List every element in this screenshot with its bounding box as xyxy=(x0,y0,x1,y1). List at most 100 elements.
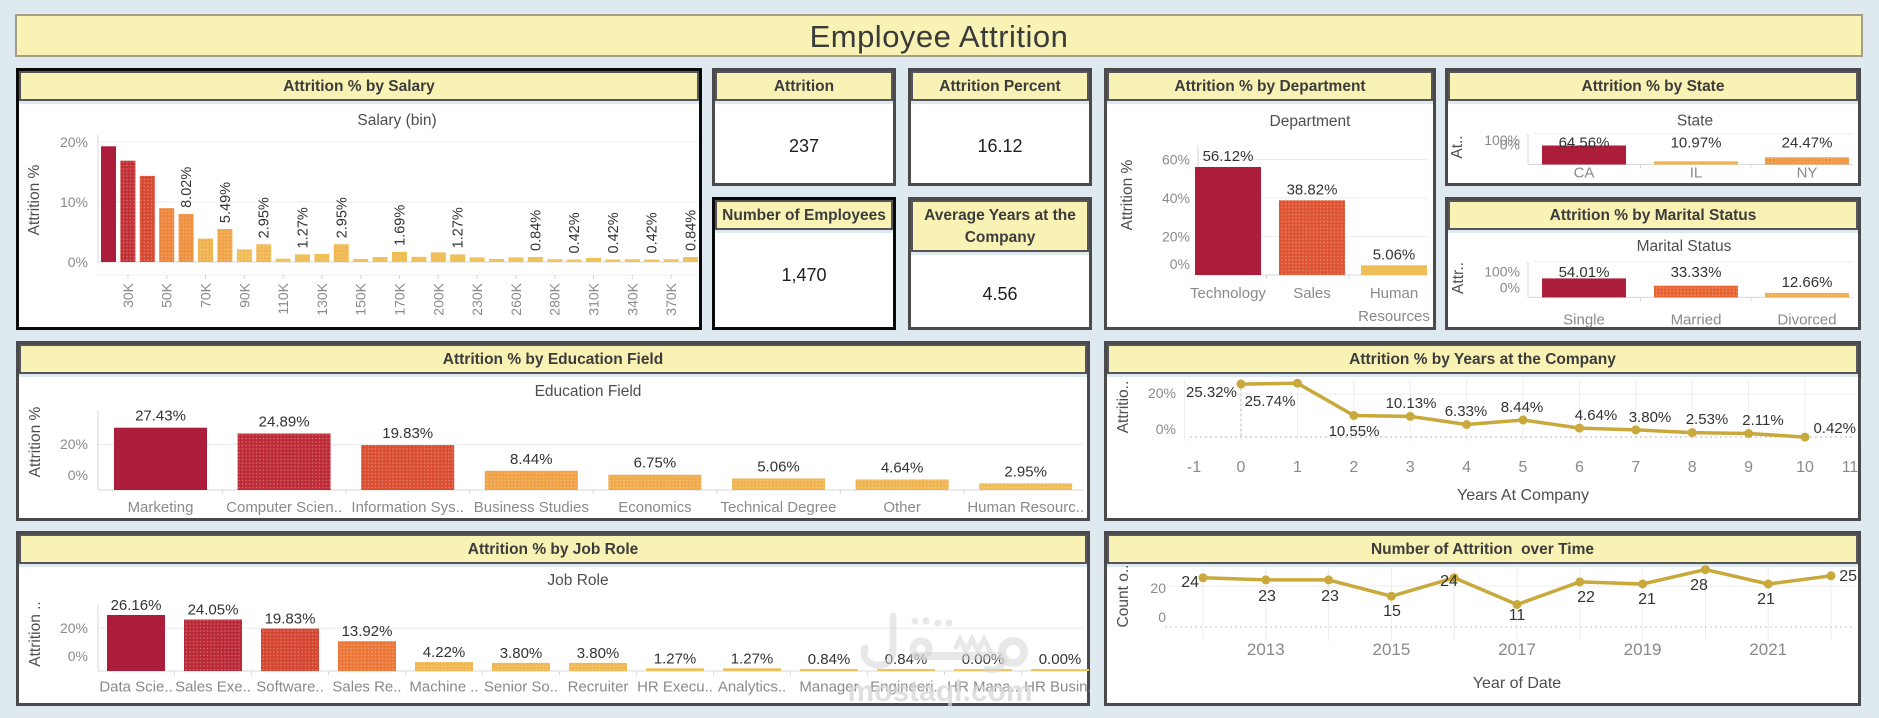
svg-text:Attr..: Attr.. xyxy=(1450,262,1467,294)
svg-text:8.44%: 8.44% xyxy=(510,451,553,468)
svg-text:21: 21 xyxy=(1638,591,1656,608)
svg-text:Economics: Economics xyxy=(618,499,691,516)
svg-text:3.80%: 3.80% xyxy=(577,645,620,662)
svg-text:Years At Company: Years At Company xyxy=(1457,487,1589,504)
svg-text:2021: 2021 xyxy=(1749,640,1787,659)
svg-text:6.33%: 6.33% xyxy=(1445,403,1488,420)
svg-text:Analytics..: Analytics.. xyxy=(718,679,786,696)
svg-text:10.97%: 10.97% xyxy=(1671,135,1722,152)
svg-text:0%: 0% xyxy=(1156,421,1176,437)
svg-text:260K: 260K xyxy=(508,282,524,315)
svg-text:Computer Scien..: Computer Scien.. xyxy=(226,499,342,516)
svg-text:At..: At.. xyxy=(1449,135,1466,158)
svg-text:Attrition %: Attrition % xyxy=(1119,159,1136,230)
svg-text:2019: 2019 xyxy=(1624,640,1662,659)
svg-text:Technical Degree: Technical Degree xyxy=(721,499,837,516)
svg-text:54.01%: 54.01% xyxy=(1559,264,1610,281)
svg-text:4.64%: 4.64% xyxy=(1575,407,1618,424)
svg-text:0.42%: 0.42% xyxy=(567,212,583,253)
svg-text:170K: 170K xyxy=(392,282,408,315)
svg-text:19.83%: 19.83% xyxy=(382,425,433,442)
svg-text:50K: 50K xyxy=(159,282,175,308)
svg-text:4: 4 xyxy=(1462,459,1471,476)
svg-text:10%: 10% xyxy=(60,194,88,210)
svg-text:1.27%: 1.27% xyxy=(654,650,697,667)
svg-text:340K: 340K xyxy=(624,282,640,315)
svg-text:2: 2 xyxy=(1349,459,1358,476)
svg-text:10: 10 xyxy=(1796,459,1814,476)
svg-text:Human Resourc..: Human Resourc.. xyxy=(967,499,1084,516)
svg-text:7: 7 xyxy=(1631,459,1640,476)
svg-text:3.80%: 3.80% xyxy=(1629,409,1672,426)
svg-text:8.44%: 8.44% xyxy=(1501,399,1544,416)
svg-text:64.56%: 64.56% xyxy=(1559,135,1610,152)
svg-text:2.95%: 2.95% xyxy=(257,197,273,238)
svg-text:370K: 370K xyxy=(663,282,679,315)
svg-text:24.05%: 24.05% xyxy=(188,602,239,619)
svg-text:Human: Human xyxy=(1370,285,1418,302)
svg-text:Technology: Technology xyxy=(1190,285,1266,302)
svg-text:60%: 60% xyxy=(1162,152,1190,168)
svg-text:4.56: 4.56 xyxy=(982,284,1017,304)
svg-text:Information Sys..: Information Sys.. xyxy=(351,499,464,516)
svg-text:15: 15 xyxy=(1383,603,1401,620)
svg-text:1: 1 xyxy=(1293,459,1302,476)
svg-text:8: 8 xyxy=(1688,459,1697,476)
svg-text:20%: 20% xyxy=(1162,229,1190,245)
svg-text:26.16%: 26.16% xyxy=(111,597,162,614)
svg-text:237: 237 xyxy=(789,136,819,156)
svg-text:22: 22 xyxy=(1577,589,1595,606)
svg-text:0.42%: 0.42% xyxy=(606,212,622,253)
svg-text:110K: 110K xyxy=(275,282,291,314)
svg-text:2.95%: 2.95% xyxy=(1004,463,1047,480)
svg-text:Department: Department xyxy=(1270,113,1352,130)
svg-text:30K: 30K xyxy=(120,282,136,308)
svg-text:38.82%: 38.82% xyxy=(1287,181,1338,198)
svg-text:200K: 200K xyxy=(430,282,446,315)
svg-text:25.74%: 25.74% xyxy=(1245,393,1296,410)
svg-text:20: 20 xyxy=(1150,580,1166,596)
svg-text:2.11%: 2.11% xyxy=(1742,412,1783,429)
svg-text:Salary (bin): Salary (bin) xyxy=(357,112,436,129)
svg-text:90K: 90K xyxy=(236,282,252,308)
svg-text:280K: 280K xyxy=(547,282,563,315)
svg-text:20%: 20% xyxy=(60,620,88,636)
svg-text:0: 0 xyxy=(1158,609,1166,625)
svg-text:Single: Single xyxy=(1563,312,1605,329)
svg-text:Business Studies: Business Studies xyxy=(474,499,589,516)
svg-text:8.02%: 8.02% xyxy=(179,167,195,208)
svg-text:Software..: Software.. xyxy=(256,679,324,696)
svg-text:Data Scie..: Data Scie.. xyxy=(99,679,172,696)
svg-text:19.83%: 19.83% xyxy=(265,611,316,628)
svg-text:11: 11 xyxy=(1509,607,1526,624)
svg-text:Marketing: Marketing xyxy=(128,499,194,516)
svg-text:HR Mana..: HR Mana.. xyxy=(947,679,1019,696)
svg-text:20%: 20% xyxy=(60,436,88,452)
svg-text:0%: 0% xyxy=(1500,280,1520,296)
svg-text:40%: 40% xyxy=(1162,190,1190,206)
svg-text:33.33%: 33.33% xyxy=(1671,264,1722,281)
svg-text:NY: NY xyxy=(1797,165,1818,182)
svg-text:16.12: 16.12 xyxy=(977,136,1022,156)
svg-text:Education Field: Education Field xyxy=(535,383,642,400)
svg-text:3.80%: 3.80% xyxy=(500,645,543,662)
svg-text:13.92%: 13.92% xyxy=(342,623,393,640)
svg-text:0.84%: 0.84% xyxy=(808,651,851,668)
svg-text:mostaql.com: mostaql.com xyxy=(847,675,1032,708)
svg-text:Count o..: Count o.. xyxy=(1115,565,1132,628)
svg-text:5.49%: 5.49% xyxy=(218,182,234,223)
svg-text:HR Execu..: HR Execu.. xyxy=(637,679,713,696)
svg-text:28: 28 xyxy=(1690,577,1708,594)
svg-text:Attritio..: Attritio.. xyxy=(1115,381,1132,434)
svg-text:1.27%: 1.27% xyxy=(731,650,774,667)
svg-text:0%: 0% xyxy=(1170,256,1190,272)
svg-text:130K: 130K xyxy=(314,282,330,315)
svg-text:3: 3 xyxy=(1406,459,1415,476)
svg-text:25: 25 xyxy=(1839,568,1857,585)
svg-text:12.66%: 12.66% xyxy=(1782,274,1833,291)
svg-text:23: 23 xyxy=(1321,588,1339,605)
svg-text:CA: CA xyxy=(1574,165,1595,182)
svg-text:0.42%: 0.42% xyxy=(1813,420,1856,437)
svg-text:100%: 100% xyxy=(1484,264,1520,280)
svg-text:5.06%: 5.06% xyxy=(1373,246,1416,263)
